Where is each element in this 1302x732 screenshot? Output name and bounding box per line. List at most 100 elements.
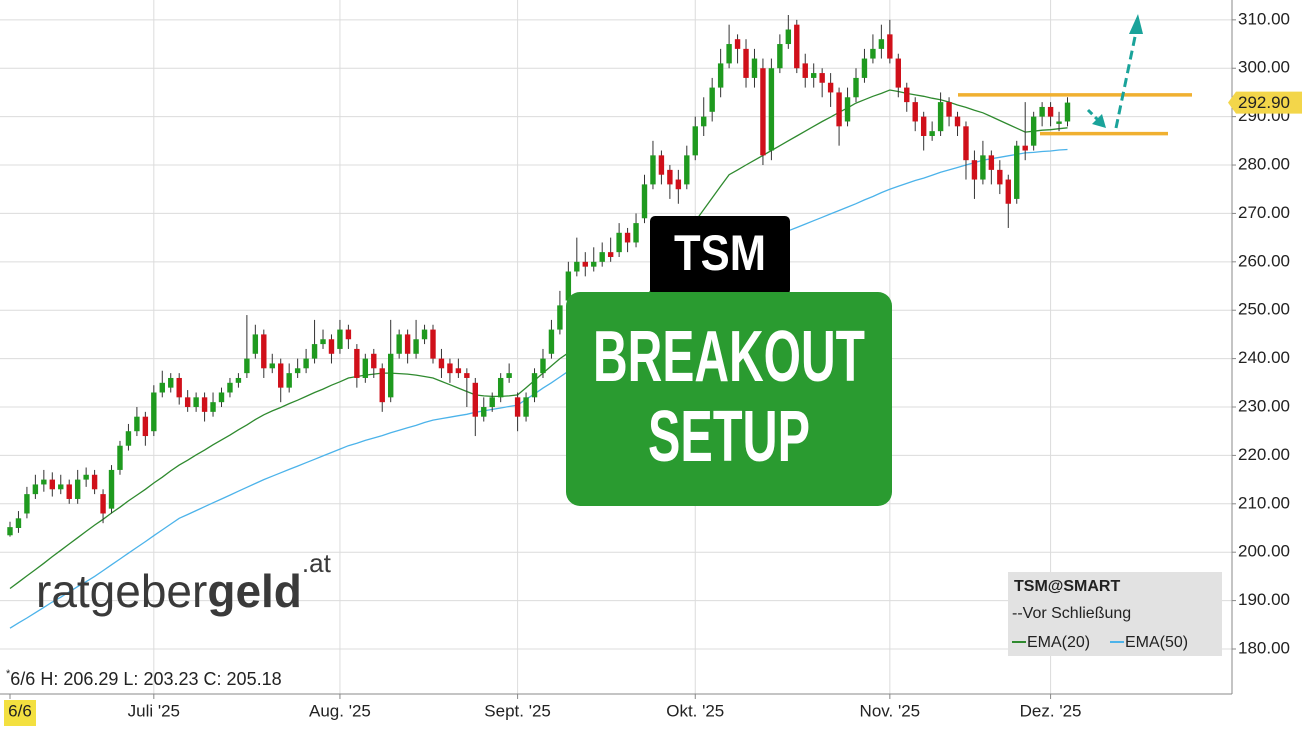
candle-body — [734, 39, 741, 49]
y-tick-label: 200.00 — [1238, 542, 1290, 561]
candle-body — [726, 44, 732, 64]
candle-body — [328, 339, 335, 354]
candle-body — [455, 368, 462, 374]
badge-line: BREAKOUT — [593, 317, 865, 397]
candle-body — [481, 407, 487, 417]
y-tick-label: 220.00 — [1238, 445, 1290, 464]
candle-body — [74, 479, 81, 499]
candle-body — [887, 34, 893, 59]
candle-body — [66, 484, 72, 499]
y-tick-label: 230.00 — [1238, 396, 1290, 415]
candle-body — [218, 392, 225, 403]
ticker: TSM — [674, 225, 766, 281]
candle-body — [286, 373, 292, 388]
y-tick-label: 240.00 — [1238, 348, 1290, 367]
y-tick-label: 280.00 — [1238, 155, 1290, 174]
candle-body — [574, 261, 580, 272]
candle-body — [201, 397, 208, 412]
plot — [7, 15, 1192, 629]
candle-body — [540, 358, 546, 374]
info-value: 206.29 — [63, 669, 118, 689]
candle-body — [125, 431, 132, 446]
candle-body — [802, 63, 808, 78]
candle-body — [963, 126, 969, 161]
candle-body — [142, 416, 149, 437]
candle-body — [667, 169, 673, 185]
candle-body — [523, 397, 529, 417]
candle-body — [134, 416, 140, 432]
candle-body — [1039, 106, 1045, 117]
legend-label: EMA(20) — [1027, 634, 1090, 651]
candle-body — [1047, 106, 1054, 117]
candle-body — [337, 329, 343, 349]
candle-body — [1064, 102, 1071, 122]
candle-body — [616, 232, 622, 253]
candle-body — [607, 252, 614, 257]
candle-body — [819, 73, 825, 83]
candle-body — [32, 484, 39, 495]
candle-body — [709, 87, 715, 112]
candle-body — [1022, 145, 1028, 151]
candle-body — [599, 252, 605, 262]
candle-body — [675, 179, 682, 190]
candle-body — [210, 402, 216, 412]
candle-body — [827, 82, 834, 93]
legend-label: EMA(50) — [1125, 634, 1188, 651]
candle-body — [692, 126, 698, 156]
ticker-badge — [650, 216, 790, 295]
badge-line: SETUP — [648, 397, 810, 477]
candle-body — [235, 377, 242, 383]
candle-body — [870, 48, 876, 59]
x-tick-label: Juli '25 — [128, 701, 180, 720]
candle-body — [472, 382, 478, 417]
candle-body — [760, 68, 766, 156]
candle-body — [988, 155, 995, 170]
x-tick-label: Aug. '25 — [309, 701, 371, 720]
y-tick-label: 250.00 — [1238, 300, 1290, 319]
candle-body — [269, 363, 275, 369]
badge: TSM BREAKOUT SETUP — [566, 216, 892, 506]
candle-body — [1014, 145, 1020, 199]
info-marker: * — [6, 668, 11, 680]
candle-body — [557, 305, 563, 330]
legend-title: TSM@SMART — [1014, 578, 1120, 595]
candle-body — [912, 102, 918, 122]
candle-body — [506, 373, 512, 378]
candle-body — [261, 334, 267, 369]
ema-line — [9, 89, 1068, 590]
candle-body — [548, 329, 555, 354]
candle-body — [658, 155, 665, 175]
candle-body — [227, 382, 233, 393]
candle-body — [514, 397, 521, 417]
candle-body — [345, 329, 352, 340]
candle-body — [100, 494, 106, 514]
candle-body — [184, 397, 191, 408]
y-tick-label: 270.00 — [1238, 203, 1290, 222]
candle-body — [311, 344, 318, 359]
candle-body — [404, 334, 411, 354]
y-tick-label: 310.00 — [1238, 9, 1290, 28]
candle-body — [844, 97, 851, 122]
candle-body — [49, 479, 55, 490]
candle-body — [591, 261, 597, 267]
candle-body — [1056, 121, 1062, 124]
logo-suffix: .at — [302, 548, 332, 578]
candle-body — [168, 377, 174, 388]
candle-body — [244, 358, 250, 374]
candle-body — [438, 358, 445, 369]
last-price-label: 292.90 — [1238, 93, 1290, 112]
candle-body — [278, 363, 284, 388]
candle-body — [464, 373, 470, 378]
y-tick-label: 300.00 — [1238, 58, 1290, 77]
annotation-arrows — [1086, 14, 1143, 129]
candle-body — [362, 358, 369, 378]
candle-body — [354, 348, 360, 378]
candle-body — [252, 334, 259, 354]
candle-body — [303, 358, 309, 369]
candle-body — [15, 518, 22, 529]
candle-body — [701, 116, 707, 127]
candle-body — [861, 58, 868, 78]
arrow-down — [1086, 108, 1100, 122]
candle-body — [997, 169, 1003, 185]
